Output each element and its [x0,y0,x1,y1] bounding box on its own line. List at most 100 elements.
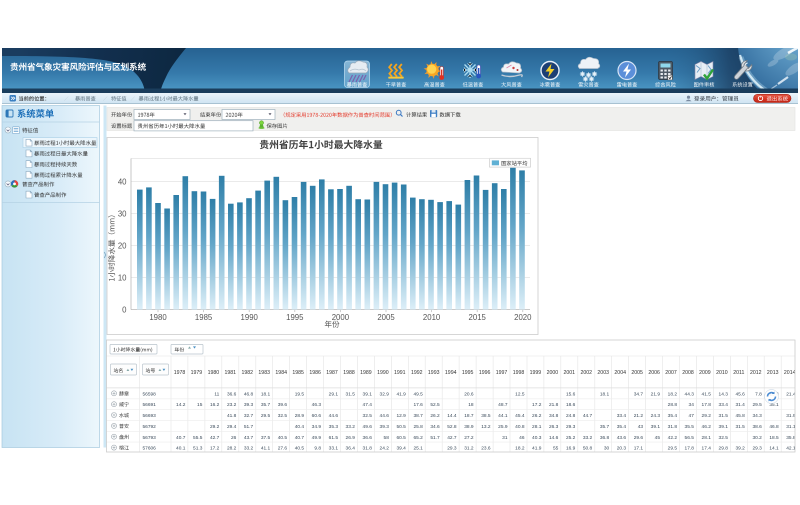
svg-text:17.2: 17.2 [532,402,542,408]
svg-text:1980: 1980 [208,370,220,376]
svg-text:29.3: 29.3 [566,424,576,430]
svg-text:14.2: 14.2 [176,402,186,408]
svg-text:23.2: 23.2 [227,402,237,408]
svg-text:34.7: 34.7 [634,391,644,397]
svg-text:44.6: 44.6 [380,413,390,419]
svg-text:39.4: 39.4 [396,446,406,452]
svg-text:55.5: 55.5 [193,435,203,441]
svg-text:50.5: 50.5 [396,424,406,430]
svg-text:35.5: 35.5 [685,424,695,430]
svg-text:2006: 2006 [648,370,660,376]
svg-text:42.2: 42.2 [668,435,678,441]
svg-text:38.7: 38.7 [413,413,423,419]
svg-text:31.5: 31.5 [735,424,745,430]
svg-text:44.3: 44.3 [685,391,695,397]
svg-text:38.9: 38.9 [464,424,474,430]
svg-text:55: 55 [553,446,559,452]
svg-text:43: 43 [638,424,644,430]
svg-text:46.8: 46.8 [244,391,254,397]
svg-text:46: 46 [519,435,525,441]
svg-text:39.3: 39.3 [380,424,390,430]
svg-text:40: 40 [118,177,127,186]
svg-text:2015: 2015 [469,313,487,322]
svg-text:31: 31 [502,435,508,441]
svg-text:2005: 2005 [377,313,395,322]
svg-text:29.5: 29.5 [668,446,678,452]
svg-text:21.8: 21.8 [549,402,559,408]
svg-text:24.3: 24.3 [651,413,661,419]
svg-text:1999: 1999 [530,370,542,376]
svg-text:65.2: 65.2 [413,435,423,441]
svg-text:40.7: 40.7 [295,435,305,441]
svg-text:28.8: 28.8 [668,402,678,408]
svg-text:28.9: 28.9 [295,413,305,419]
svg-text:51.7: 51.7 [430,435,440,441]
svg-text:32.7: 32.7 [244,413,254,419]
svg-text:1995: 1995 [286,313,304,322]
svg-text:32.5: 32.5 [719,435,729,441]
svg-text:15.6: 15.6 [566,391,576,397]
svg-text:1979: 1979 [191,370,203,376]
svg-text:32.5: 32.5 [278,413,288,419]
svg-text:38.5: 38.5 [481,413,491,419]
svg-text:45.8: 45.8 [735,413,745,419]
svg-text:28.1: 28.1 [532,424,542,430]
svg-text:36.4: 36.4 [346,446,356,452]
svg-text:41.8: 41.8 [227,413,237,419]
svg-text:2007: 2007 [665,370,677,376]
svg-text:56793: 56793 [143,435,157,441]
svg-text:34: 34 [689,402,695,408]
svg-text:56691: 56691 [143,402,157,408]
svg-text:15: 15 [197,402,203,408]
svg-text:42.1: 42.1 [786,446,796,452]
svg-text:43.7: 43.7 [244,435,254,441]
svg-text:16.9: 16.9 [566,446,576,452]
svg-text:56.5: 56.5 [685,435,695,441]
svg-text:17.8: 17.8 [702,402,712,408]
svg-text:38.6: 38.6 [752,424,762,430]
svg-text:32.9: 32.9 [380,391,390,397]
svg-text:57606: 57606 [143,446,157,452]
svg-text:20.6: 20.6 [464,391,474,397]
svg-text:40.3: 40.3 [532,435,542,441]
svg-text:2000: 2000 [332,313,350,322]
svg-text:13.2: 13.2 [481,424,491,430]
svg-text:33.2: 33.2 [244,446,254,452]
svg-text:49.9: 49.9 [312,435,322,441]
svg-text:25.2: 25.2 [566,435,576,441]
svg-text:17.8: 17.8 [685,446,695,452]
svg-text:35.1: 35.1 [769,402,779,408]
svg-text:2010: 2010 [716,370,728,376]
svg-text:42.7: 42.7 [447,435,457,441]
svg-text:18: 18 [468,402,474,408]
svg-text:52.8: 52.8 [447,424,457,430]
svg-text:0: 0 [122,305,127,314]
svg-text:51.3: 51.3 [193,446,203,452]
svg-text:40.5: 40.5 [295,446,305,452]
svg-text:48.7: 48.7 [498,402,508,408]
svg-text:26.9: 26.9 [346,435,356,441]
svg-text:1986: 1986 [309,370,321,376]
svg-text:19.5: 19.5 [295,391,305,397]
svg-text:39.1: 39.1 [719,424,729,430]
svg-text:12.5: 12.5 [515,391,525,397]
svg-text:18.2: 18.2 [668,391,678,397]
svg-text:39.1: 39.1 [651,424,661,430]
svg-text:1993: 1993 [428,370,440,376]
svg-text:27.6: 27.6 [278,446,288,452]
svg-text:31.8: 31.8 [668,424,678,430]
svg-text:36.6: 36.6 [227,391,237,397]
svg-text:14.1: 14.1 [769,446,779,452]
svg-text:44.7: 44.7 [583,413,593,419]
svg-text:36.8: 36.8 [600,435,610,441]
svg-text:47: 47 [689,413,695,419]
svg-text:21.4: 21.4 [786,391,796,397]
svg-text:1995: 1995 [462,370,474,376]
svg-text:1991: 1991 [394,370,406,376]
svg-text:33.2: 33.2 [583,435,593,441]
svg-text:10: 10 [118,273,127,282]
svg-text:58: 58 [384,435,390,441]
svg-text:41.5: 41.5 [702,391,712,397]
svg-text:14.4: 14.4 [447,413,457,419]
svg-text:25.8: 25.8 [413,424,423,430]
